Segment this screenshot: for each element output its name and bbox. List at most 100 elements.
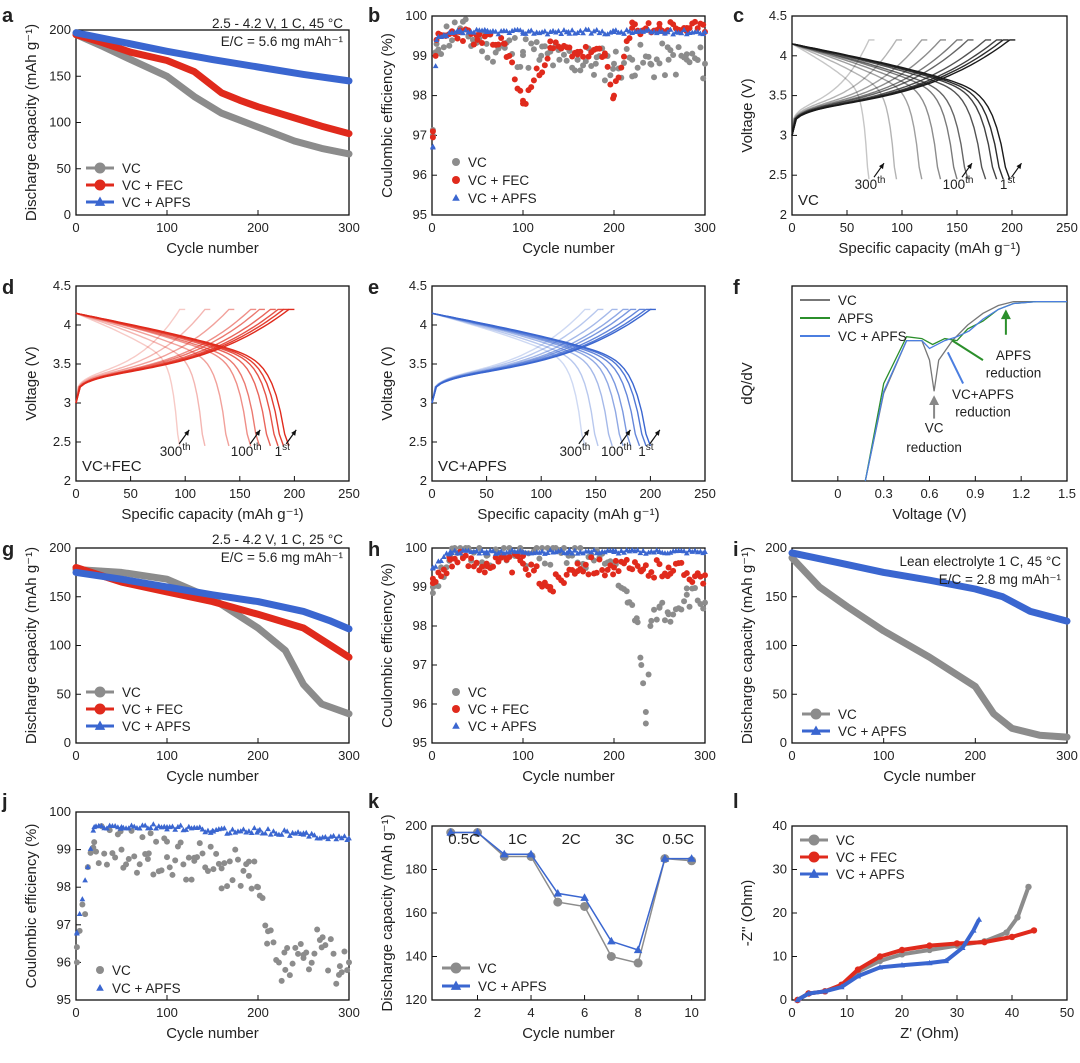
fill-point-0 [536, 555, 543, 562]
x-tick-label: 300 [1056, 748, 1078, 763]
data-point-2 [153, 45, 160, 52]
y-tick-label: 2 [420, 473, 427, 488]
data-point-0 [580, 901, 590, 911]
fill-point-1 [530, 567, 537, 574]
fill-point-0 [697, 44, 704, 51]
panel-h: 0 100 200 300 95 96 97 98 99 100 Cycle number Coulo… [368, 539, 716, 785]
y-tick-label: 100 [405, 8, 427, 23]
fill-point-2 [651, 28, 657, 34]
data-point-2 [127, 40, 134, 47]
x-axis-title: Z' (Ohm) [900, 1025, 959, 1042]
fill-point-2 [495, 31, 502, 37]
discharge-curve-7 [791, 43, 923, 180]
fill-point-0 [610, 65, 617, 72]
data-point-2 [273, 66, 280, 73]
data-point-2 [240, 596, 247, 602]
data-point-1 [1056, 615, 1063, 622]
x-tick-label: 250 [1056, 220, 1078, 235]
fill-point-2 [683, 550, 690, 556]
fill-point-1 [454, 559, 461, 566]
fill-point-2 [460, 30, 466, 36]
fill-point-1 [585, 53, 592, 60]
data-point-2 [131, 41, 138, 47]
fill-point-1 [689, 579, 696, 586]
fill-point-2 [602, 549, 608, 555]
panel-label: c [733, 5, 744, 27]
data-point-2 [145, 44, 152, 50]
fill-point-0 [180, 861, 187, 868]
fill-point-0 [109, 850, 116, 857]
fill-point-2 [634, 547, 641, 553]
data-point-1 [607, 936, 616, 945]
data-point-1 [920, 576, 928, 582]
x-tick-label: 200 [247, 1005, 269, 1020]
data-point-1 [928, 577, 935, 583]
x-tick-label: 300 [338, 748, 360, 763]
charge-curve-6 [431, 308, 604, 404]
data-point-1 [909, 574, 917, 580]
fill-point-0 [623, 588, 630, 595]
cycle-suffix: th [182, 442, 190, 453]
panel-label: d [2, 277, 14, 299]
fill-point-0 [626, 54, 633, 61]
data-point-2 [273, 602, 280, 608]
x-axis-title: Cycle number [522, 240, 615, 257]
fill-point-0 [281, 949, 288, 956]
charge-curve-5 [791, 39, 963, 136]
cycle-arrowhead [967, 163, 972, 170]
fill-point-0 [112, 854, 119, 861]
data-point-0 [553, 897, 563, 907]
fill-point-0 [438, 51, 445, 58]
y-tick-label: 50 [57, 686, 71, 701]
y-tick-label: 96 [413, 167, 427, 182]
data-point-0 [264, 940, 271, 947]
y-axis-title: Coulombic efficiency (%) [379, 33, 396, 198]
data-point-1 [950, 581, 957, 587]
fill-point-1 [136, 825, 143, 831]
data-point-0 [556, 56, 563, 63]
data-point-0 [665, 56, 672, 63]
data-point-2 [207, 591, 214, 597]
data-point-2 [138, 579, 145, 585]
annotation: APFS [996, 348, 1031, 363]
data-point-2 [324, 616, 331, 623]
data-point-0 [345, 150, 353, 158]
data-point-1 [825, 557, 832, 563]
fill-point-0 [221, 860, 228, 867]
fill-point-0 [443, 23, 450, 30]
data-point-2 [72, 29, 80, 36]
fill-point-1 [205, 827, 211, 833]
data-point-2 [120, 576, 127, 582]
fill-point-0 [153, 838, 160, 845]
x-tick-label: 150 [229, 486, 251, 501]
data-point-0 [592, 60, 599, 67]
data-point-0 [483, 40, 490, 47]
x-tick-label: 300 [338, 220, 360, 235]
fill-point-0 [607, 72, 614, 79]
data-point-1 [898, 572, 906, 578]
y-tick-label: 50 [57, 161, 71, 176]
data-point-0 [1063, 733, 1071, 741]
fill-point-2 [572, 547, 578, 553]
fill-point-0 [196, 840, 203, 847]
fill-point-2 [574, 29, 581, 35]
data-point-1 [906, 573, 913, 579]
fill-point-0 [500, 545, 507, 551]
fill-point-1 [90, 827, 97, 833]
fill-point-0 [697, 601, 704, 608]
series-line-0 [796, 886, 1031, 1002]
data-point-2 [327, 75, 334, 81]
fill-point-1 [470, 41, 477, 48]
fill-point-0 [207, 843, 214, 850]
fill-point-1 [468, 555, 475, 562]
panel-label: a [2, 5, 14, 27]
fill-point-0 [73, 944, 80, 951]
y-tick-label: 100 [49, 115, 71, 130]
fill-point-0 [267, 927, 274, 934]
cycle-arrowhead [625, 429, 631, 436]
legend-marker [96, 984, 104, 991]
cycle-suffix: st [282, 442, 290, 453]
fill-point-0 [672, 71, 679, 78]
y-tick-label: 3.5 [409, 356, 427, 371]
cycle-suffix: st [646, 442, 654, 453]
